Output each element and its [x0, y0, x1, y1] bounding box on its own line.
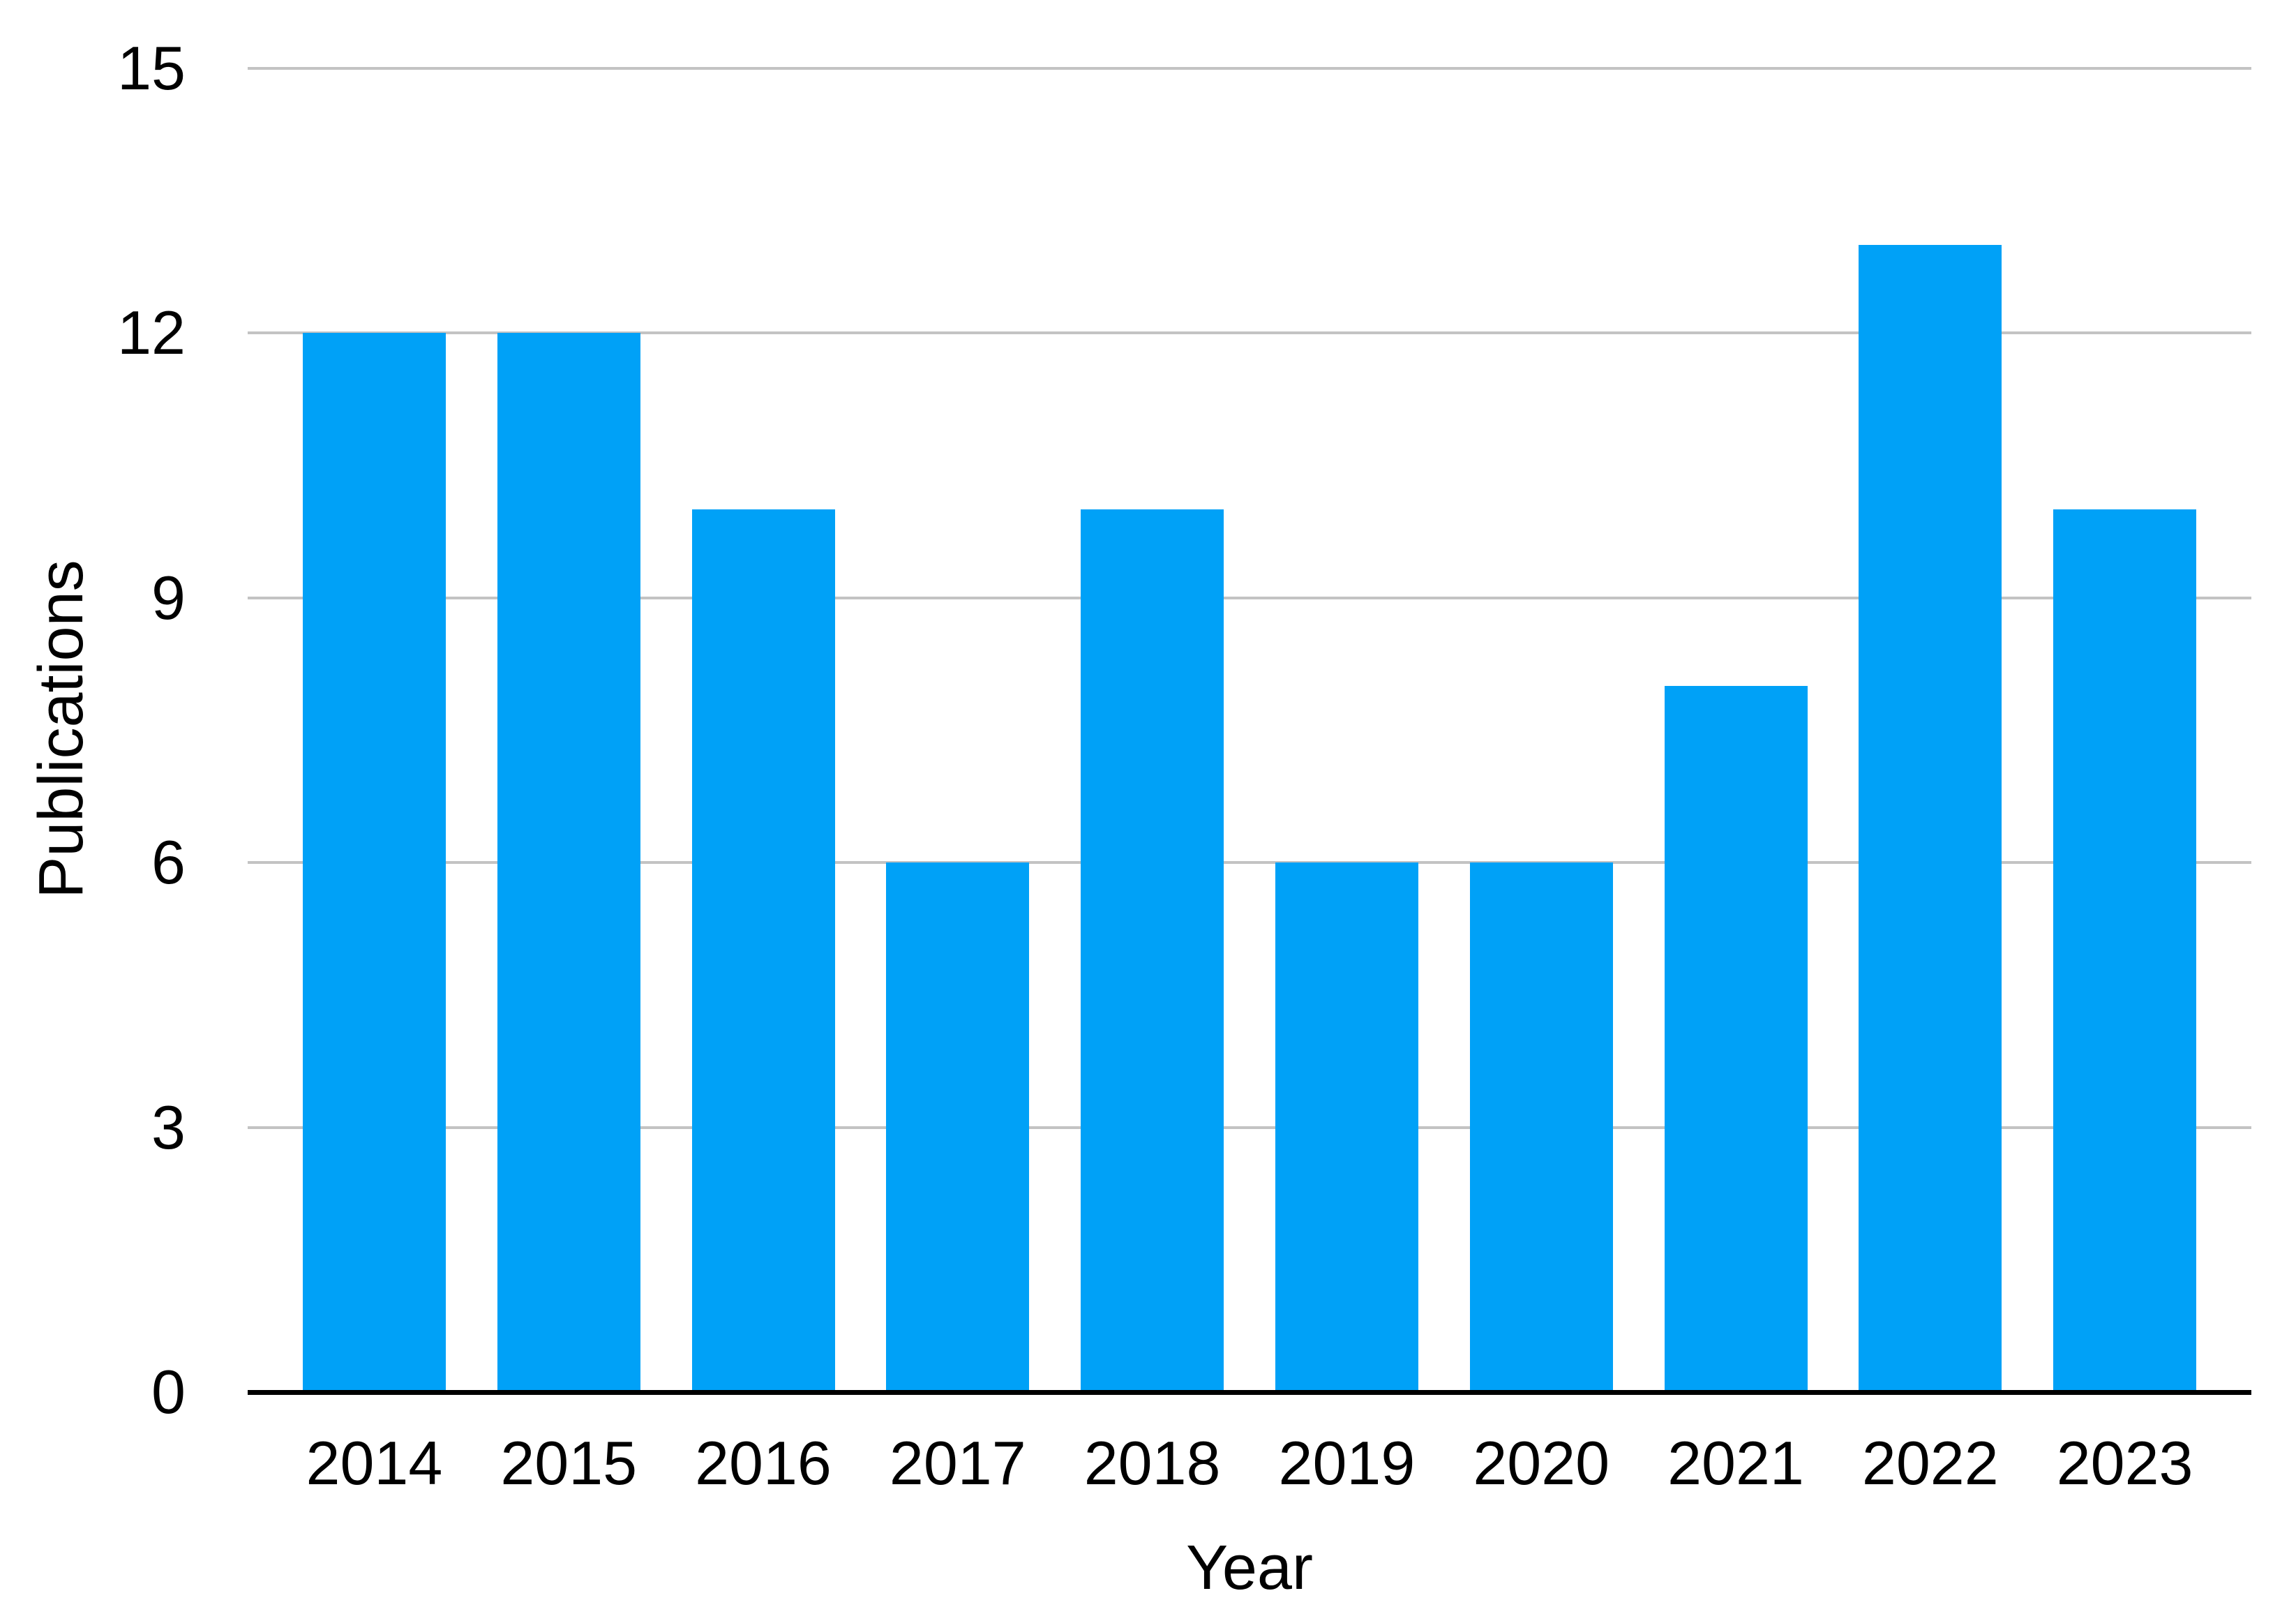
x-tick-label-2016: 2016: [695, 1428, 832, 1497]
x-tick-label-2015: 2015: [500, 1428, 638, 1497]
y-tick-label-9: 9: [151, 562, 186, 632]
x-tick-label-2014: 2014: [306, 1428, 443, 1497]
x-tick-label-2020: 2020: [1473, 1428, 1610, 1497]
y-tick-label-6: 6: [151, 828, 186, 897]
y-tick-label-12: 12: [117, 298, 186, 368]
gridline-y-12: [248, 331, 2251, 335]
bar-2023: [2053, 509, 2197, 1392]
x-axis-line: [248, 1390, 2251, 1395]
bar-2016: [691, 509, 835, 1392]
bar-2022: [1859, 244, 2002, 1392]
gridline-y-9: [248, 596, 2251, 599]
x-tick-label-2018: 2018: [1083, 1428, 1221, 1497]
y-tick-label-15: 15: [117, 33, 186, 103]
gridline-y-3: [248, 1126, 2251, 1129]
gridline-y-6: [248, 861, 2251, 865]
gridline-y-15: [248, 67, 2251, 70]
bar-2015: [497, 333, 640, 1392]
y-tick-label-0: 0: [151, 1357, 186, 1426]
x-tick-label-2022: 2022: [1861, 1428, 1999, 1497]
bar-2019: [1275, 862, 1418, 1392]
bar-2017: [886, 862, 1030, 1392]
y-tick-label-3: 3: [151, 1092, 186, 1162]
x-tick-label-2021: 2021: [1667, 1428, 1804, 1497]
bar-2020: [1469, 862, 1613, 1392]
bar-2018: [1081, 509, 1224, 1392]
x-tick-label-2017: 2017: [889, 1428, 1026, 1497]
bar-2014: [302, 333, 446, 1392]
bar-2021: [1664, 686, 1808, 1392]
x-axis-title: Year: [1186, 1533, 1313, 1603]
x-tick-label-2023: 2023: [2056, 1428, 2193, 1497]
x-tick-label-2019: 2019: [1278, 1428, 1416, 1497]
